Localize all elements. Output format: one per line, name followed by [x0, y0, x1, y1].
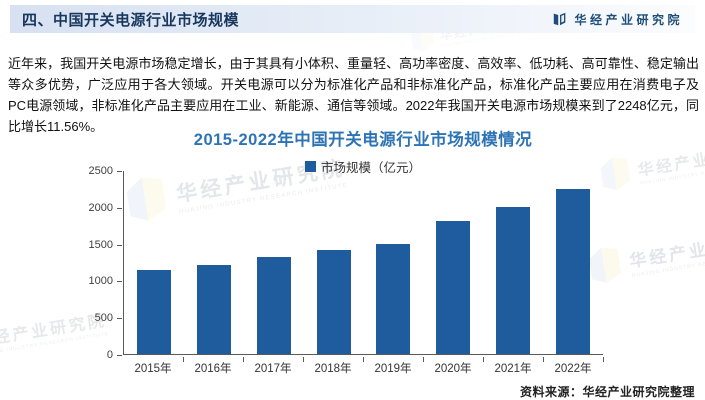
y-tick-mark: [116, 171, 122, 172]
x-tick-label: 2020年: [434, 363, 472, 375]
bar-slot: [124, 171, 184, 354]
x-tick-label: 2017年: [254, 363, 292, 375]
y-tick-label: 500: [94, 312, 113, 325]
bar-2016年: [196, 265, 231, 354]
bar-slot: [483, 171, 543, 354]
bar-slot: [304, 171, 364, 354]
legend-swatch-icon: [304, 161, 316, 172]
brand: 华经产业研究院: [552, 11, 683, 28]
y-tick-mark: [116, 281, 122, 283]
y-tick-label: 2000: [88, 201, 113, 214]
bar-2022年: [556, 189, 591, 354]
x-tick-mark: [303, 356, 304, 362]
y-tick-label: 1500: [88, 238, 113, 251]
bar-slot: [244, 171, 304, 354]
y-tick-label: 1000: [88, 275, 113, 288]
bar-2017年: [256, 257, 291, 354]
bar-2019年: [376, 244, 411, 354]
x-axis-labels: 2015年 2016年 2017年 2018年 2019年 2020年 2021年 2022年: [123, 360, 603, 376]
header-bar: 四、中国开关电源行业市场规模 华经产业研究院: [10, 5, 695, 33]
chart-title: 2015-2022年中国开关电源行业市场规模情况: [193, 131, 533, 149]
bar-slot: [423, 171, 483, 354]
bar-2020年: [436, 220, 471, 354]
x-tick-mark: [603, 356, 604, 362]
x-tick-mark: [243, 356, 244, 362]
x-tick-label: 2016年: [194, 363, 232, 375]
page-title: 四、中国开关电源行业市场规模: [22, 11, 240, 29]
y-tick-mark: [116, 318, 122, 320]
body-paragraph: 近年来，我国开关电源市场稳定增长，由于其具有小体积、重量轻、高功率密度、高效率、…: [8, 56, 699, 134]
bar-2021年: [496, 206, 531, 354]
bar-2018年: [316, 250, 351, 354]
x-tick-mark: [483, 356, 484, 362]
bar-slot: [184, 171, 244, 354]
y-tick-label: 2500: [88, 165, 113, 177]
bar-chart: 2500 2000 1500 1000 500 0 2015年 2016年 2017年 2018…: [89, 165, 604, 375]
y-tick-mark: [116, 244, 122, 246]
x-tick-label: 2021年: [494, 363, 532, 375]
x-tick-mark: [183, 356, 184, 362]
watermark-text-cn: 华经产业研究院: [628, 230, 705, 272]
watermark-text-en: HUAJING INDUSTRY RESEARCH INSTITUTE: [639, 161, 705, 187]
y-tick-label: 0: [106, 349, 113, 361]
source-note: 资料来源：华经产业研究院整理: [519, 385, 695, 399]
plot-area: [123, 171, 603, 355]
x-tick-mark: [363, 356, 364, 362]
watermark: 华经产业研究院 HUAJING INDUSTRY RESEARCH INSTIT…: [585, 220, 705, 288]
bar-slot: [543, 171, 603, 354]
x-tick-label: 2022年: [554, 363, 592, 375]
bar-2015年: [136, 270, 171, 354]
x-tick-mark: [543, 356, 544, 362]
chart-legend: 市场规模（亿元）: [123, 157, 603, 176]
y-axis-labels: 2500 2000 1500 1000 500 0: [65, 165, 117, 361]
legend-label: 市场规模（亿元）: [320, 161, 421, 175]
x-tick-label: 2018年: [314, 363, 352, 375]
watermark-text-en: HUAJING INDUSTRY RESEARCH INSTITUTE: [631, 251, 705, 279]
x-tick-mark: [423, 356, 424, 362]
y-tick-mark: [116, 355, 122, 356]
brand-name: 华经产业研究院: [574, 12, 683, 27]
brand-logo-icon: [554, 12, 566, 26]
bar-slot: [364, 171, 424, 354]
y-tick-mark: [116, 207, 122, 209]
x-tick-label: 2015年: [134, 363, 172, 375]
x-tick-label: 2019年: [374, 363, 412, 375]
